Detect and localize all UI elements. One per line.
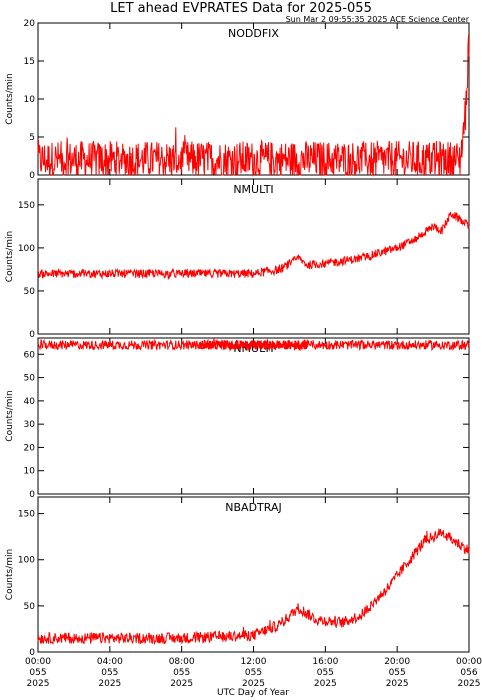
- panel-title: NODDFIX: [228, 27, 279, 40]
- y-tick-label: 30: [24, 420, 36, 430]
- panel-frame: [37, 496, 470, 653]
- y-tick-label: 100: [18, 244, 35, 254]
- x-tick-label: 12:00: [241, 657, 267, 667]
- x-tick-label: 2025: [242, 679, 265, 689]
- y-tick-label: 40: [24, 397, 36, 407]
- y-tick-label: 10: [24, 467, 36, 477]
- x-tick-label: 00:00: [456, 657, 482, 667]
- y-tick-label: 0: [29, 330, 35, 340]
- y-tick-label: 5: [29, 133, 35, 143]
- x-tick-label: 08:00: [169, 657, 195, 667]
- series-line-overlay: [199, 338, 308, 352]
- y-tick-label: 150: [18, 510, 35, 520]
- x-tick-label: 2025: [314, 679, 337, 689]
- x-axis-label: UTC Day of Year: [217, 688, 289, 698]
- panel-frame: [37, 337, 470, 495]
- x-tick-label: 055: [173, 668, 190, 678]
- x-tick-label: 055: [29, 668, 46, 678]
- panels-group: 05101520Counts/minNODDFIX050100150Counts…: [5, 19, 482, 689]
- timestamp-label: Sun Mar 2 09:55:35 2025 ACE Science Cent…: [286, 15, 470, 24]
- y-tick-label: 50: [24, 287, 36, 297]
- series-line: [37, 528, 470, 646]
- x-tick-label: 2025: [170, 679, 193, 689]
- series-line: [37, 211, 470, 280]
- x-tick-label: 00:00: [25, 657, 51, 667]
- x-tick-label: 055: [389, 668, 406, 678]
- y-tick-label: 15: [24, 57, 35, 67]
- x-tick-label: 04:00: [97, 657, 123, 667]
- y-axis-label: Counts/min: [5, 390, 15, 441]
- y-axis-label: Counts/min: [5, 549, 15, 600]
- y-tick-label: 100: [18, 556, 35, 566]
- x-tick-label: 2025: [458, 679, 481, 689]
- y-tick-label: 60: [24, 350, 36, 360]
- y-tick-label: 10: [24, 95, 36, 105]
- x-tick-label: 055: [245, 668, 262, 678]
- x-tick-label: 16:00: [312, 657, 338, 667]
- x-tick-label: 2025: [386, 679, 409, 689]
- y-tick-label: 0: [29, 171, 35, 181]
- y-tick-label: 20: [24, 19, 36, 29]
- y-tick-label: 150: [18, 201, 35, 211]
- y-axis-label: Counts/min: [5, 231, 15, 282]
- x-tick-label: 056: [460, 668, 477, 678]
- y-tick-label: 20: [24, 443, 36, 453]
- x-tick-label: 055: [101, 668, 118, 678]
- series-line: [37, 35, 470, 177]
- y-tick-label: 0: [29, 490, 35, 500]
- panel-title: NBADTRAJ: [225, 501, 281, 514]
- x-tick-label: 20:00: [384, 657, 410, 667]
- x-tick-label: 055: [317, 668, 334, 678]
- y-tick-label: 0: [29, 648, 35, 658]
- x-tick-label: 2025: [98, 679, 121, 689]
- panel-frame: [37, 178, 470, 335]
- x-tick-label: 2025: [27, 679, 50, 689]
- figure-title: LET ahead EVPRATES Data for 2025-055: [110, 1, 372, 16]
- y-axis-label: Counts/min: [5, 73, 15, 124]
- panel-title: NMULTI: [233, 183, 273, 196]
- y-tick-label: 50: [24, 602, 36, 612]
- y-tick-label: 50: [24, 374, 36, 384]
